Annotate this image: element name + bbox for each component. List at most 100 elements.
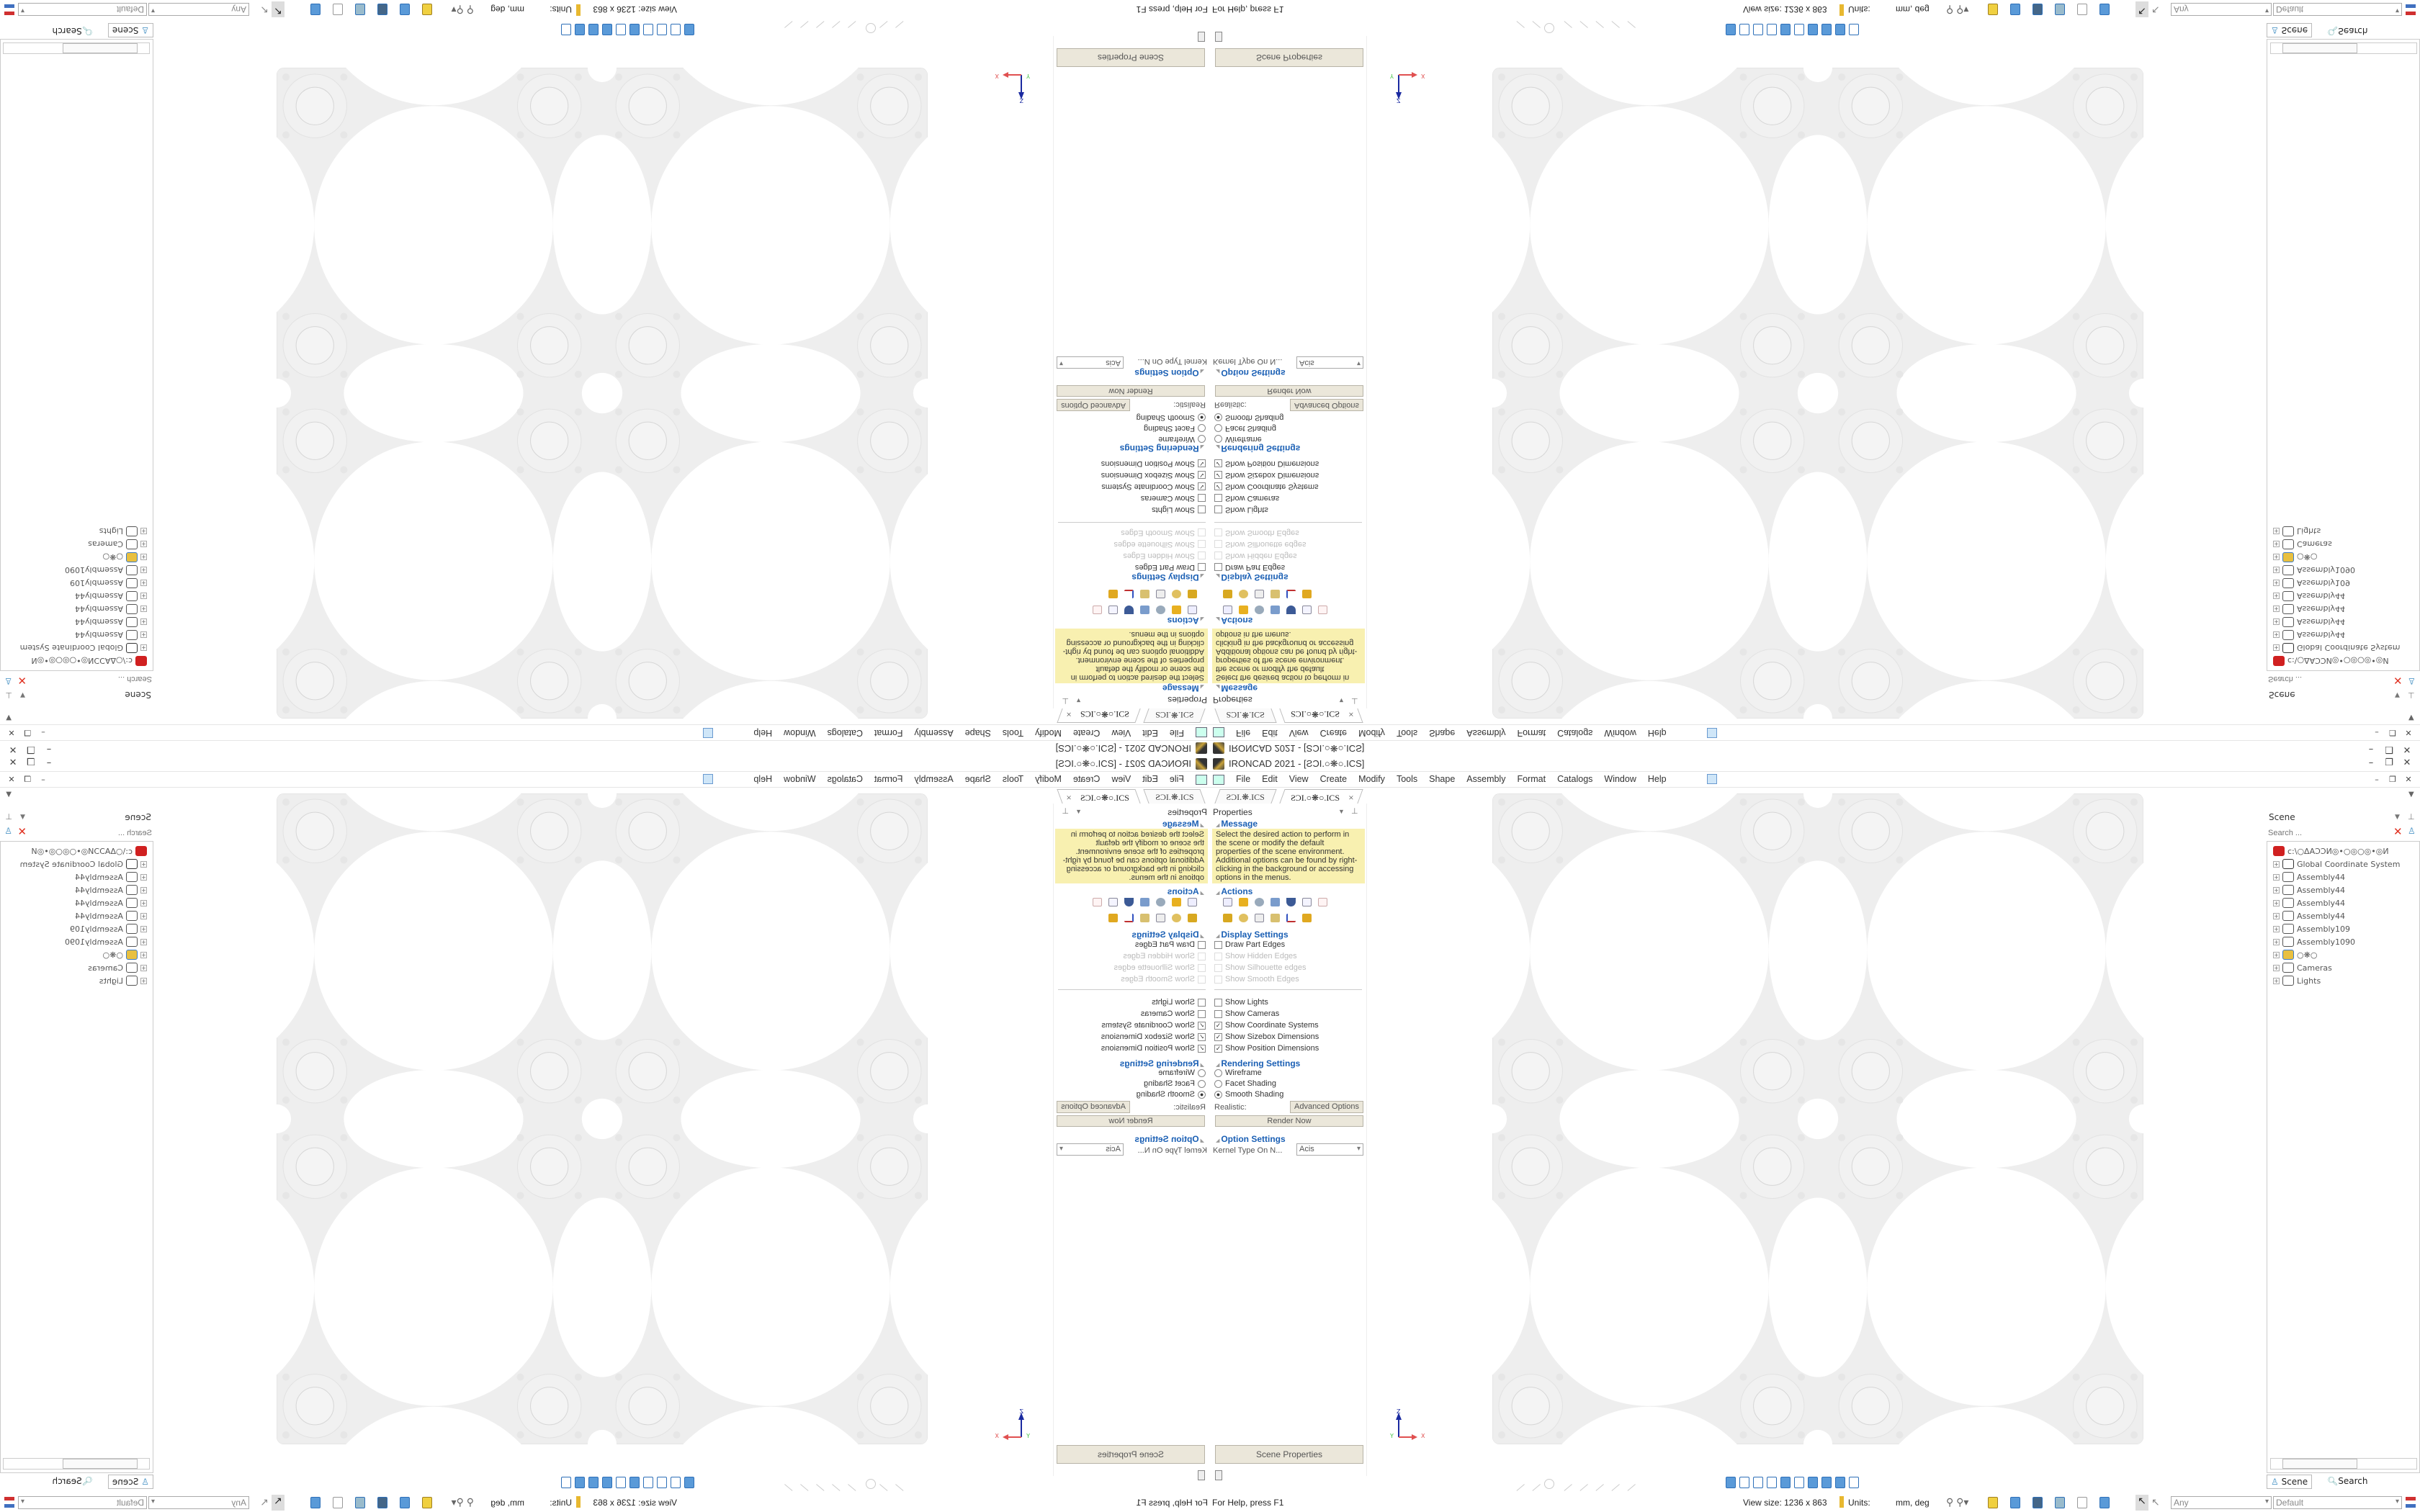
grid-tool-icon[interactable] [816,21,830,35]
menu-tools[interactable]: Tools [1396,774,1418,784]
pin-icon[interactable]: ⊥ [2408,812,2415,822]
menu-view[interactable]: View [1289,774,1309,784]
axis-icon[interactable] [1124,914,1134,922]
dimension-tool-icon[interactable] [1621,21,1636,35]
view-right-icon[interactable] [1780,24,1791,35]
line-tool-icon[interactable] [1526,21,1541,35]
scene-tree-icon[interactable]: ♙ [4,676,12,686]
shield-icon[interactable] [1124,898,1134,906]
show-cameras-checkbox[interactable]: Show Cameras [1141,494,1206,503]
gear-icon[interactable] [1172,914,1181,922]
smooth-shading-radio[interactable]: ● Smooth Shading [1214,413,1283,422]
render-now-button[interactable]: Render Now [1057,385,1205,397]
panel-menu-icon[interactable]: ▼ [20,814,25,821]
message-section-title[interactable]: Message [1162,819,1204,829]
3d-viewport[interactable]: Z X Y [158,36,1052,719]
model-grid-plate[interactable] [277,68,928,719]
menu-view[interactable]: View [1289,728,1309,738]
units-value[interactable]: mm, deg [490,4,524,14]
intersect-tool-icon[interactable] [848,1477,862,1491]
view-front-icon[interactable] [1739,24,1749,35]
option-settings-title[interactable]: Option Settings [1134,1134,1204,1144]
menu-edit[interactable]: Edit [1262,728,1278,738]
rendering-settings-title[interactable]: Rendering Settings [1216,444,1300,454]
sketch-icon[interactable] [1302,606,1312,614]
clear-search-icon[interactable]: ✕ [17,674,27,687]
tab-document-2[interactable]: ƧƆI.○❋○.ICS× [1057,708,1141,723]
mdi-restore-button[interactable]: ❐ [24,775,31,784]
draw-part-edges-checkbox[interactable]: Draw Part Edges [1135,563,1206,572]
tab-document-2[interactable]: ƧƆI.○❋○.ICS× [1279,789,1363,804]
tab-close-icon[interactable]: × [1066,709,1072,720]
expand-icon[interactable]: + [140,912,147,919]
menu-tools[interactable]: Tools [1002,774,1024,784]
show-silhouette-edges-checkbox[interactable]: Show Silhouette edges [1113,540,1206,549]
chart-icon[interactable] [1093,606,1102,614]
menu-assembly[interactable]: Assembly [1466,728,1506,738]
hierarchy-icon[interactable] [4,1497,14,1508]
show-coordinate-systems-checkbox[interactable]: ✓ Show Coordinate Systems [1214,1021,1319,1030]
tab-search[interactable]: 🔍︎Search [2327,1476,2368,1486]
view-cube-icon[interactable] [561,24,571,35]
tree-item[interactable]: + Assembly44 [2273,590,2345,603]
horizontal-scrollbar[interactable] [2270,1458,2417,1470]
minimize-button[interactable]: – [2368,744,2374,755]
tab-close-icon[interactable]: × [1066,792,1072,803]
expand-icon[interactable]: + [140,964,147,971]
tab-document-2[interactable]: ƧƆI.○❋○.ICS× [1057,789,1141,804]
menu-shape[interactable]: Shape [1429,728,1456,738]
tree-item[interactable]: + Assembly44 [75,909,147,922]
smooth-shading-radio[interactable]: ● Smooth Shading [1137,1090,1206,1099]
draw-part-edges-checkbox[interactable]: Draw Part Edges [1214,940,1285,949]
advanced-options-button[interactable]: Advanced Options [1290,1101,1363,1113]
tree-item[interactable]: + Assembly1090 [2273,564,2355,577]
close-button[interactable]: ✕ [2403,757,2411,768]
dimension-tool-icon[interactable] [784,1477,799,1491]
expand-icon[interactable]: + [2273,964,2280,971]
facet-shading-radio[interactable]: Facet Shading [1144,424,1206,433]
spin-icon[interactable] [1255,606,1264,614]
shield-icon[interactable] [1124,606,1134,614]
advanced-options-button[interactable]: Advanced Options [1290,399,1363,411]
pin-icon[interactable]: ⊥ [5,690,12,700]
view-front-icon[interactable] [671,24,681,35]
calculator-icon[interactable] [1215,1470,1222,1480]
message-section-title[interactable]: Message [1216,683,1258,693]
menu-catalogs[interactable]: Catalogs [1557,728,1593,738]
panel-menu-icon[interactable]: ▼ [2395,691,2400,698]
3d-viewport[interactable]: Z X Y [1368,793,2262,1476]
show-hidden-edges-checkbox[interactable]: Show Hidden Edges [1123,552,1206,560]
blocks-icon[interactable] [1140,590,1150,598]
expand-icon[interactable]: + [2273,644,2280,652]
select-cursor-icon[interactable]: ↖ [2136,1,2148,17]
show-sizebox-dimensions-checkbox[interactable]: ✓ Show Sizebox Dimensions [1214,1032,1319,1041]
extrude-icon[interactable] [1239,898,1248,906]
close-button[interactable]: ✕ [9,744,17,755]
line-tool-icon[interactable] [895,1477,910,1491]
camera-view-icon[interactable] [377,1497,387,1508]
scene-root[interactable]: c:\○ΔΑƆƆИ◎•○◎○◎•◎И [31,845,147,858]
tree-item[interactable]: + Cameras [88,961,147,974]
option-settings-title[interactable]: Option Settings [1134,368,1204,378]
facet-shading-radio[interactable]: Facet Shading [1214,424,1276,433]
clear-search-icon[interactable]: ✕ [2393,674,2403,687]
tree-item[interactable]: + ○❋○ [103,551,147,564]
menu-window[interactable]: Window [784,774,816,784]
parallel-tool-icon[interactable] [832,21,846,35]
list-icon[interactable] [1223,898,1232,906]
view-back-icon[interactable] [657,1477,667,1488]
show-position-dimensions-checkbox[interactable]: ✓ Show Position Dimensions [1214,1044,1319,1053]
wireframe-radio[interactable]: Wireframe [1214,1068,1262,1077]
show-hidden-edges-checkbox[interactable]: Show Hidden Edges [1214,952,1297,960]
sweep-icon[interactable] [1140,606,1150,614]
mdi-close-button[interactable]: ✕ [8,775,15,784]
tree-item[interactable]: + Assembly109 [70,922,147,935]
extrude-icon[interactable] [1239,606,1248,614]
message-section-title[interactable]: Message [1216,819,1258,829]
calculator-icon[interactable] [1198,1470,1205,1480]
tree-item[interactable]: + Lights [2273,525,2321,538]
expand-icon[interactable]: + [2273,873,2280,881]
view-normal-icon[interactable] [588,24,599,35]
expand-icon[interactable]: + [140,860,147,868]
sketch-icon[interactable] [1302,898,1312,906]
